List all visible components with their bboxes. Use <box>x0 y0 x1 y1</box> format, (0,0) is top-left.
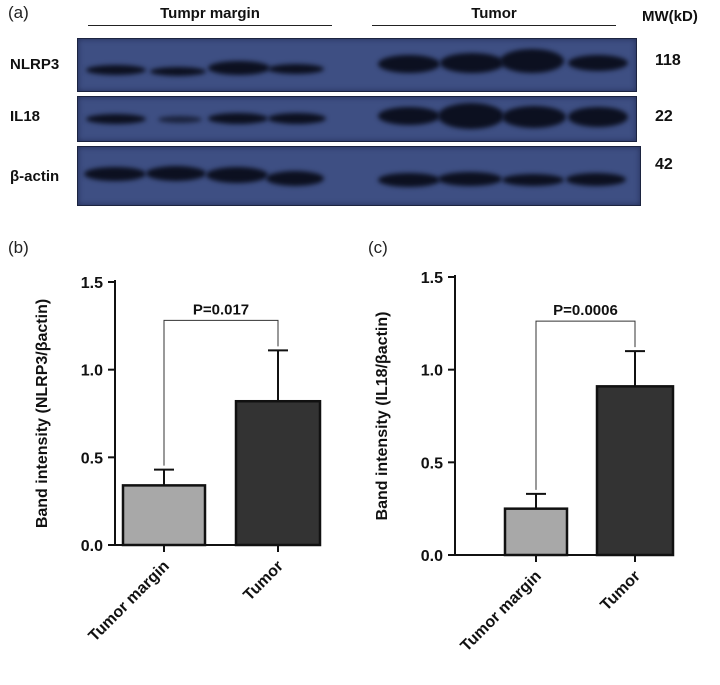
panel-c-letter: (c) <box>368 238 388 257</box>
protein-label-beta-actin: β-actin <box>10 168 60 185</box>
y-tick-label: 0.0 <box>81 538 103 555</box>
x-tick-label: Tumor <box>597 568 643 614</box>
mw-value-beta-actin: 42 <box>655 156 673 173</box>
band <box>268 113 326 124</box>
y-tick-label: 1.0 <box>81 363 103 380</box>
y-tick-label: 0.5 <box>81 450 103 467</box>
band <box>266 171 324 186</box>
protein-label-il18: IL18 <box>10 108 41 125</box>
band <box>378 55 440 73</box>
band <box>502 174 564 186</box>
bar <box>121 484 207 547</box>
bar <box>234 399 322 547</box>
band <box>206 167 268 183</box>
blot-strip-beta-actin <box>77 146 641 206</box>
blot-strip-nlrp3 <box>77 38 637 92</box>
band <box>440 53 504 73</box>
band <box>268 64 324 74</box>
protein-label-nlrp3: NLRP3 <box>10 56 60 73</box>
band <box>146 166 206 181</box>
band <box>566 173 626 186</box>
bar <box>503 507 569 557</box>
blot-strip-il18 <box>77 96 637 142</box>
group-label-tumor-margin: Tumpr margin <box>160 5 260 22</box>
band <box>86 114 146 124</box>
y-axis-label: Band intensity (IL18/βactin) <box>374 312 391 521</box>
band <box>502 106 566 128</box>
mw-header: MW(kD) <box>642 8 698 25</box>
panel-b-letter: (b) <box>8 238 29 257</box>
band <box>86 65 146 75</box>
mw-value-nlrp3: 118 <box>655 52 681 69</box>
band <box>568 107 628 127</box>
bar <box>595 385 675 557</box>
x-tick-label: Tumor margin <box>86 558 173 645</box>
band <box>568 55 628 71</box>
band <box>84 167 146 181</box>
chart-b: 0.0 0.5 1.0 1.5 Band intensity (NLRP3/βactin… <box>34 275 322 645</box>
band <box>438 172 502 186</box>
band <box>378 173 440 187</box>
y-tick-label: 0.0 <box>421 548 443 565</box>
band <box>208 113 268 124</box>
x-tick-label: Tumor margin <box>458 568 545 655</box>
band <box>378 107 440 125</box>
significance-bracket <box>163 319 279 466</box>
y-tick-label: 1.0 <box>421 363 443 380</box>
y-tick-label: 1.5 <box>81 275 103 292</box>
band <box>438 103 504 129</box>
band <box>500 49 564 73</box>
panel-a-letter: (a) <box>8 3 29 22</box>
significance-bracket <box>535 320 636 490</box>
y-tick-label: 1.5 <box>421 270 443 287</box>
group-line-tumor <box>372 25 616 26</box>
y-axis-label: Band intensity (NLRP3/βactin) <box>34 299 51 528</box>
p-value-label: P=0.0006 <box>553 302 618 319</box>
band <box>150 67 206 76</box>
band <box>158 116 202 123</box>
group-line-tumor-margin <box>88 25 332 26</box>
y-tick-label: 0.5 <box>421 455 443 472</box>
chart-c: 0.0 0.5 1.0 1.5 Band intensity (IL18/βactin)… <box>374 270 675 655</box>
mw-value-il18: 22 <box>655 108 673 125</box>
band <box>208 61 270 75</box>
p-value-label: P=0.017 <box>193 301 249 318</box>
x-tick-label: Tumor <box>240 558 286 604</box>
group-label-tumor: Tumor <box>471 5 517 22</box>
